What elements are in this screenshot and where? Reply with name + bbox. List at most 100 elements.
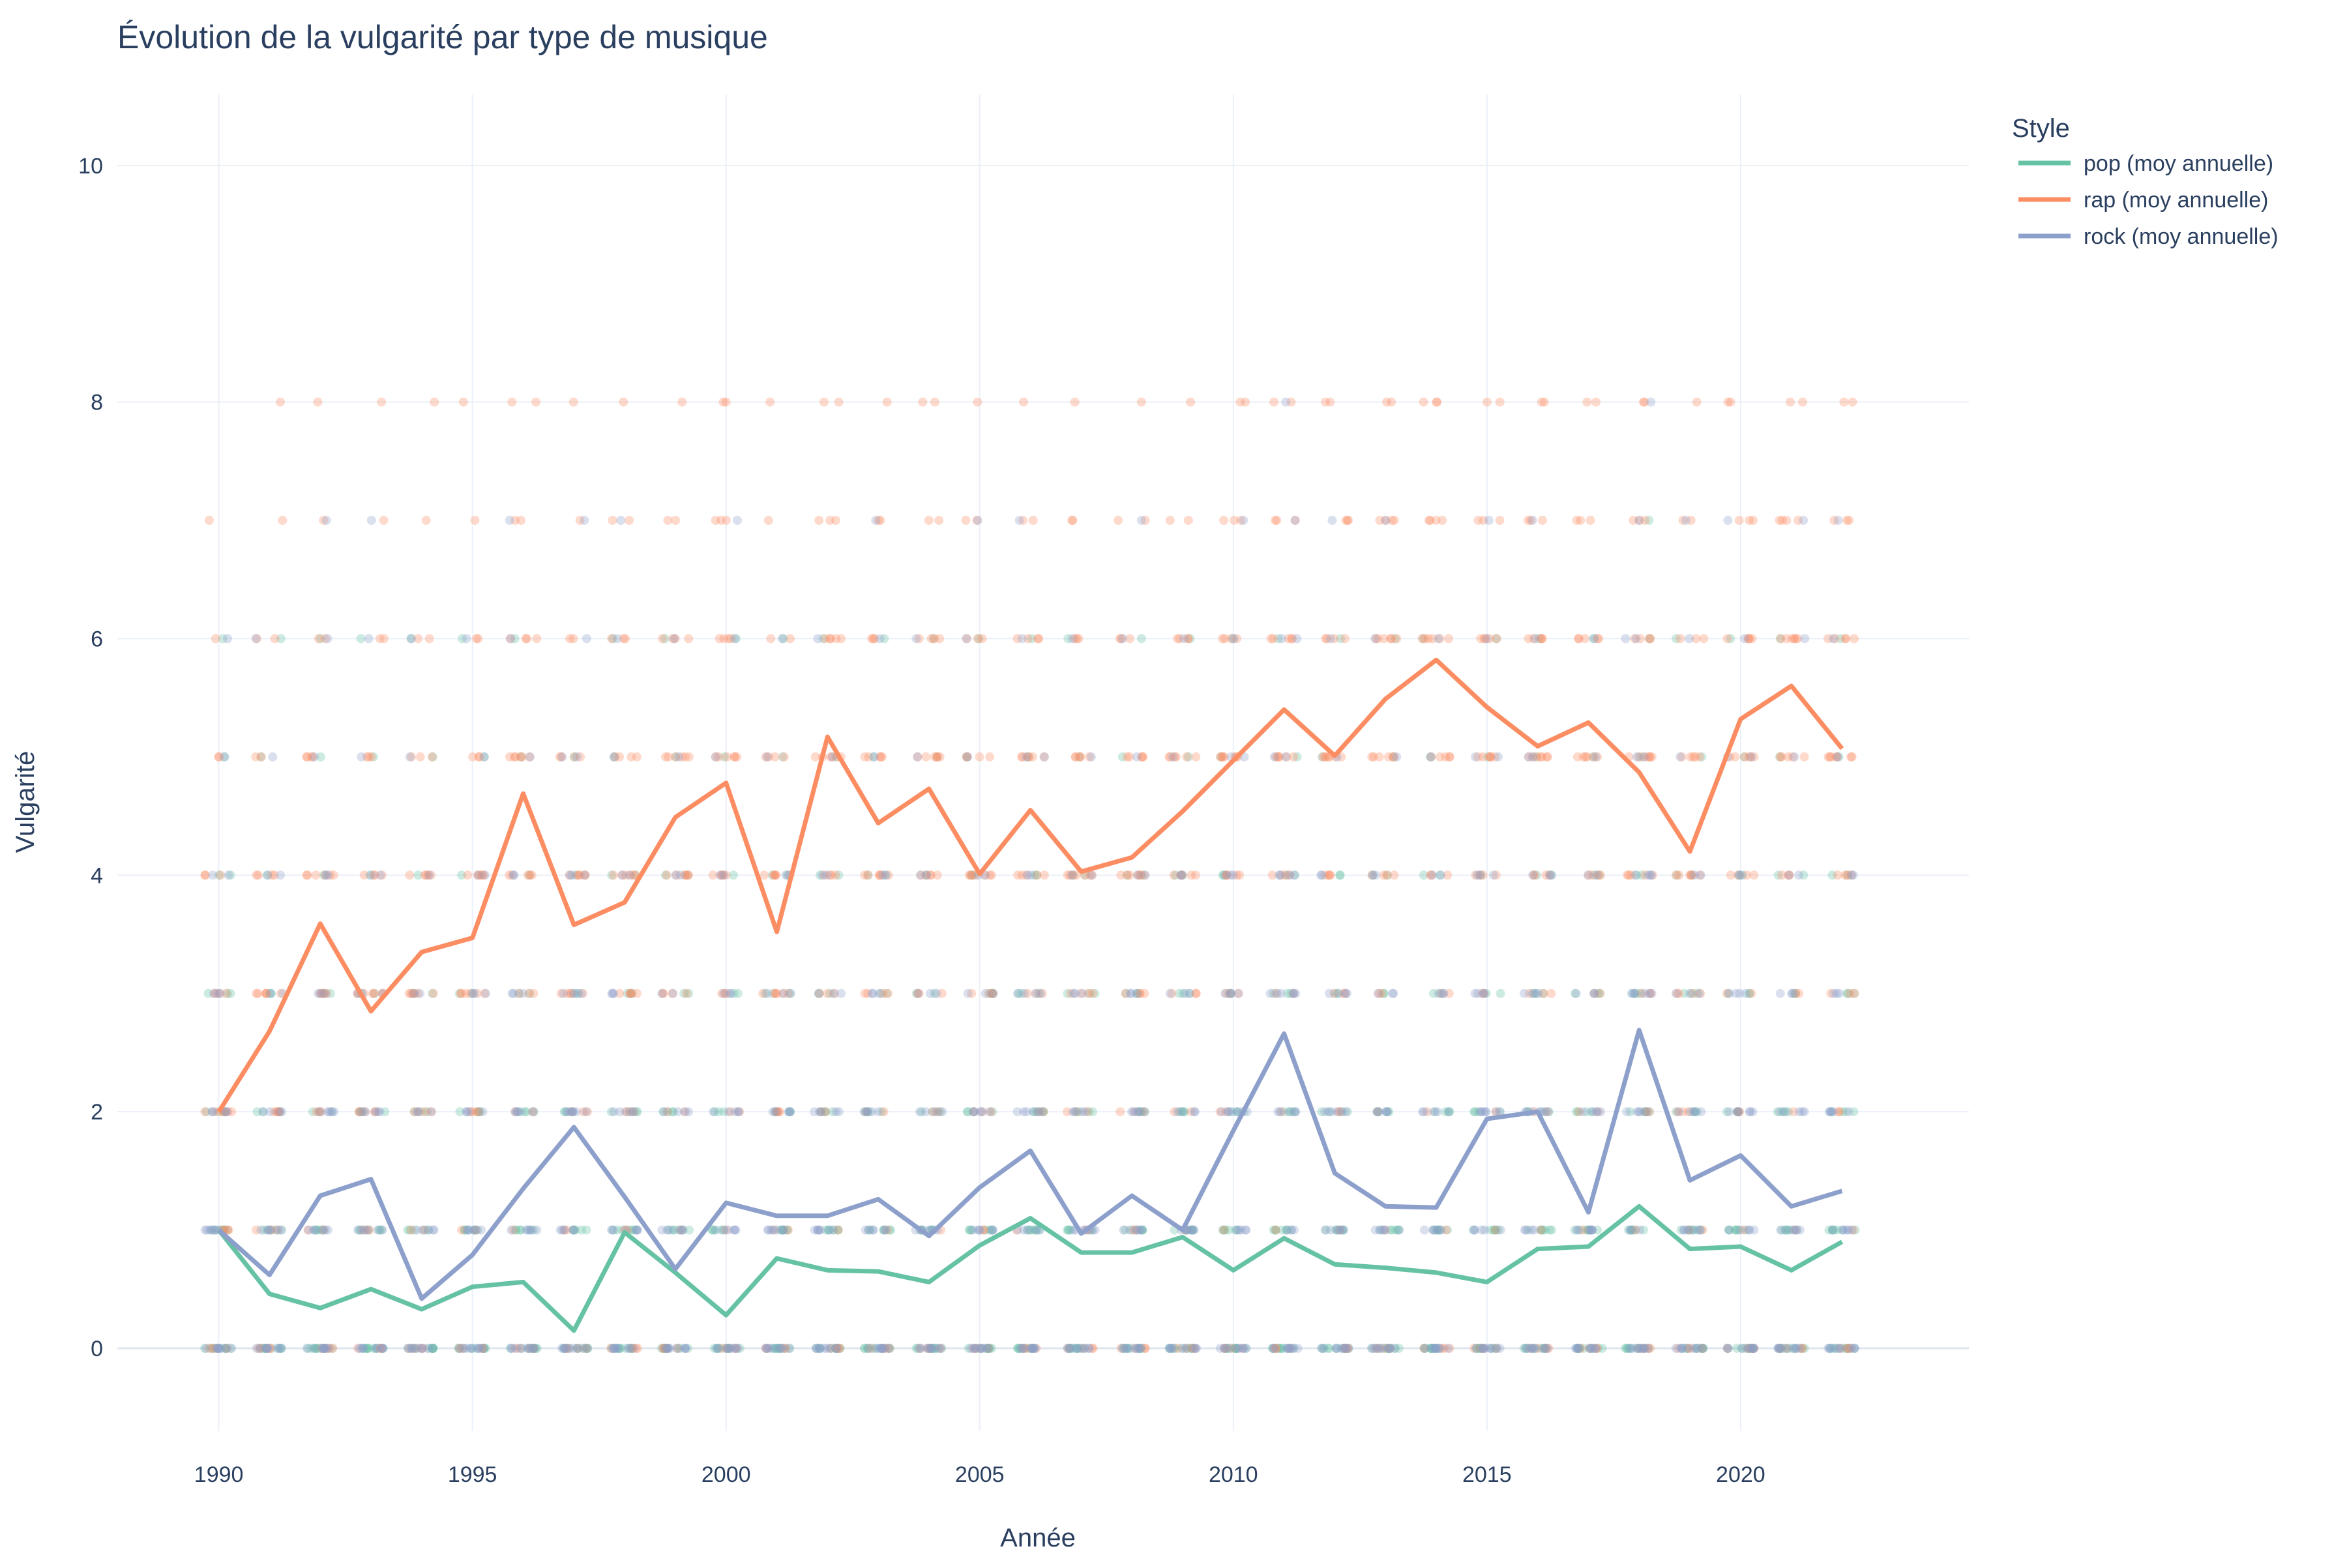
song-point xyxy=(1122,870,1132,880)
song-point xyxy=(1222,1344,1232,1353)
song-point xyxy=(1338,1344,1347,1353)
song-point xyxy=(317,1344,327,1353)
song-point xyxy=(1539,1344,1548,1353)
song-point xyxy=(1781,1225,1791,1235)
song-point xyxy=(1833,1344,1843,1353)
song-point xyxy=(517,1344,527,1353)
song-point xyxy=(376,1344,386,1353)
song-point xyxy=(563,988,572,998)
song-point xyxy=(1574,634,1584,643)
song-point xyxy=(719,634,729,643)
song-point xyxy=(524,1344,533,1353)
song-point xyxy=(1267,870,1277,880)
song-point xyxy=(318,1344,328,1353)
song-point xyxy=(765,397,775,407)
x-tick-label: 2015 xyxy=(1462,1462,1512,1487)
song-point xyxy=(1236,516,1246,525)
song-point xyxy=(1533,1344,1543,1353)
song-point xyxy=(1063,1344,1072,1353)
song-point xyxy=(819,1107,829,1117)
song-point xyxy=(932,752,942,762)
song-point xyxy=(812,1344,821,1353)
song-point xyxy=(1379,870,1389,880)
song-point xyxy=(276,1225,286,1235)
song-point xyxy=(203,988,213,998)
song-point xyxy=(607,988,617,998)
song-point xyxy=(1481,1107,1490,1117)
song-point xyxy=(1589,870,1599,880)
song-point xyxy=(357,1225,367,1235)
song-point xyxy=(1022,870,1032,880)
song-point xyxy=(676,1225,686,1235)
song-point xyxy=(671,516,681,525)
song-point xyxy=(608,870,618,880)
song-point xyxy=(1164,752,1174,762)
song-point xyxy=(1492,634,1501,643)
song-point xyxy=(1137,1344,1147,1353)
song-point xyxy=(1063,1225,1072,1235)
song-point xyxy=(712,1344,722,1353)
song-point xyxy=(1370,634,1380,643)
song-point xyxy=(1591,1107,1601,1117)
song-point xyxy=(1126,988,1136,998)
song-point xyxy=(632,1344,642,1353)
song-point xyxy=(515,1344,524,1353)
song-point xyxy=(1275,752,1284,762)
song-point xyxy=(1086,752,1096,762)
song-point xyxy=(362,1344,372,1353)
song-point xyxy=(1226,988,1235,998)
song-point xyxy=(1241,1344,1251,1353)
song-point xyxy=(765,1344,775,1353)
song-point xyxy=(619,634,628,643)
song-point xyxy=(911,634,921,643)
song-point xyxy=(832,1344,842,1353)
song-point xyxy=(315,1107,325,1117)
song-point xyxy=(512,1107,522,1117)
song-point xyxy=(1140,870,1150,880)
song-point xyxy=(1283,1344,1293,1353)
legend-item[interactable]: pop (moy annuelle) xyxy=(2018,151,2273,176)
song-point xyxy=(1290,1225,1299,1235)
song-point xyxy=(304,1225,314,1235)
song-point xyxy=(363,1344,373,1353)
song-point xyxy=(319,988,329,998)
song-point xyxy=(308,1225,318,1235)
song-point xyxy=(1595,870,1604,880)
song-point xyxy=(1638,1344,1647,1353)
song-point xyxy=(512,1344,522,1353)
song-point xyxy=(223,634,232,643)
song-point xyxy=(1084,1344,1094,1353)
song-point xyxy=(1532,752,1542,762)
song-point xyxy=(677,1225,687,1235)
legend-item[interactable]: rock (moy annuelle) xyxy=(2018,224,2279,249)
song-point xyxy=(862,1107,872,1117)
song-point xyxy=(1021,752,1031,762)
song-point xyxy=(1726,870,1735,880)
song-point xyxy=(1531,752,1541,762)
song-point xyxy=(1524,988,1534,998)
song-point xyxy=(1826,1344,1835,1353)
song-point xyxy=(409,1107,419,1117)
song-point xyxy=(868,1225,878,1235)
song-point xyxy=(731,1225,741,1235)
song-point xyxy=(457,1225,467,1235)
song-point xyxy=(685,1225,694,1235)
song-point xyxy=(583,1344,592,1353)
song-point xyxy=(712,1344,722,1353)
song-point xyxy=(1369,752,1378,762)
legend-item[interactable]: rap (moy annuelle) xyxy=(2018,188,2268,213)
song-point xyxy=(1647,988,1657,998)
song-point xyxy=(1278,1344,1288,1353)
song-point xyxy=(879,634,889,643)
song-point xyxy=(1343,1344,1353,1353)
song-point xyxy=(772,1344,782,1353)
song-point xyxy=(730,1344,739,1353)
song-point xyxy=(1424,634,1433,643)
song-point xyxy=(1032,870,1042,880)
song-point xyxy=(1324,870,1334,880)
song-point xyxy=(724,1344,733,1353)
song-point xyxy=(683,870,692,880)
song-point xyxy=(1013,988,1023,998)
song-point xyxy=(277,1225,287,1235)
song-point xyxy=(461,1225,471,1235)
